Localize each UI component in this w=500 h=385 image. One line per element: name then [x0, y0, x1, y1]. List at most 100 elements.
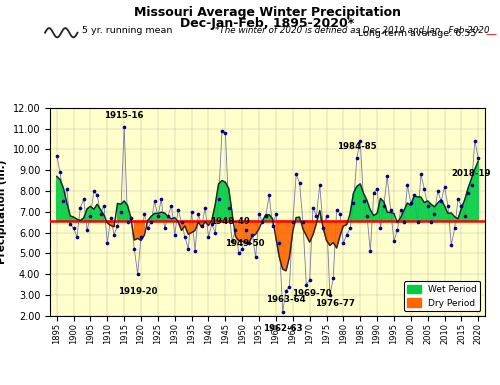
Point — [252, 254, 260, 261]
Point — [424, 203, 432, 209]
Point — [289, 219, 297, 225]
Point — [80, 196, 88, 203]
Point — [222, 130, 230, 136]
Point — [63, 186, 71, 192]
Point — [444, 203, 452, 209]
Point — [164, 213, 172, 219]
Point — [110, 231, 118, 238]
Point — [235, 250, 243, 256]
Point — [255, 211, 263, 217]
Text: 1915-16: 1915-16 — [104, 111, 144, 120]
Point — [414, 219, 422, 225]
Point — [292, 171, 300, 177]
Point — [70, 225, 78, 231]
Point — [454, 196, 462, 203]
Text: —: — — [485, 29, 496, 39]
Point — [340, 240, 347, 246]
Point — [427, 219, 435, 225]
Point — [178, 219, 186, 225]
Point — [194, 211, 202, 217]
Point — [127, 215, 135, 221]
Point — [336, 211, 344, 217]
Point — [130, 246, 138, 252]
Text: Dec-Jan-Feb, 1895-2020*: Dec-Jan-Feb, 1895-2020* — [180, 17, 354, 30]
Point — [265, 192, 273, 198]
Point — [430, 211, 438, 217]
Point — [66, 221, 74, 227]
Point — [258, 219, 266, 225]
Point — [350, 200, 358, 206]
Point — [407, 200, 415, 206]
Point — [158, 196, 166, 203]
Text: *The winter of 2020 is defined as Dec 2019 and Jan,  Feb 2020: *The winter of 2020 is defined as Dec 20… — [215, 25, 489, 35]
Text: 1969-70: 1969-70 — [292, 289, 332, 298]
Point — [144, 225, 152, 231]
Point — [286, 283, 294, 290]
Y-axis label: Precipitation (in.): Precipitation (in.) — [0, 159, 7, 264]
Point — [137, 234, 145, 240]
Point — [332, 207, 340, 213]
Point — [326, 292, 334, 298]
Point — [76, 204, 84, 211]
Point — [302, 281, 310, 288]
Point — [184, 246, 192, 252]
Point — [316, 182, 324, 188]
Point — [238, 246, 246, 252]
Point — [160, 225, 168, 231]
Point — [373, 186, 381, 192]
Point — [322, 213, 330, 219]
Point — [396, 207, 404, 213]
Point — [248, 231, 256, 238]
Text: 1962-63: 1962-63 — [263, 324, 302, 333]
Point — [383, 173, 391, 179]
Point — [376, 225, 384, 231]
Point — [147, 219, 155, 225]
Point — [366, 248, 374, 254]
Point — [330, 275, 338, 281]
Point — [404, 182, 411, 188]
Point — [90, 188, 98, 194]
Point — [224, 204, 232, 211]
Point — [306, 277, 314, 283]
Legend: Wet Period, Dry Period: Wet Period, Dry Period — [404, 281, 480, 311]
Point — [471, 138, 479, 144]
Point — [150, 198, 158, 204]
Text: 2018-19: 2018-19 — [452, 169, 492, 178]
Point — [420, 186, 428, 192]
Point — [386, 207, 394, 213]
Point — [464, 190, 472, 196]
Text: 1976-77: 1976-77 — [316, 299, 356, 308]
Point — [117, 209, 125, 215]
Point — [218, 127, 226, 134]
Point — [353, 155, 361, 161]
Point — [299, 219, 307, 225]
Point — [181, 234, 189, 240]
Point — [312, 213, 320, 219]
Point — [440, 184, 448, 190]
Point — [114, 223, 122, 229]
Point — [214, 196, 222, 203]
Point — [461, 213, 469, 219]
Point — [296, 179, 304, 186]
Point — [191, 248, 199, 254]
Point — [140, 211, 148, 217]
Point — [282, 288, 290, 294]
Text: 5 yr. running mean: 5 yr. running mean — [82, 25, 172, 35]
Text: 1949-50: 1949-50 — [224, 239, 264, 248]
Point — [60, 198, 68, 204]
Point — [100, 203, 108, 209]
Point — [134, 271, 141, 277]
Point — [168, 203, 175, 209]
Point — [474, 155, 482, 161]
Point — [262, 213, 270, 219]
Point — [356, 138, 364, 144]
Point — [390, 238, 398, 244]
Point — [242, 228, 250, 234]
Point — [458, 203, 466, 209]
Point — [174, 207, 182, 213]
Point — [278, 308, 286, 315]
Point — [86, 213, 94, 219]
Point — [104, 240, 112, 246]
Point — [319, 225, 327, 231]
Point — [56, 169, 64, 175]
